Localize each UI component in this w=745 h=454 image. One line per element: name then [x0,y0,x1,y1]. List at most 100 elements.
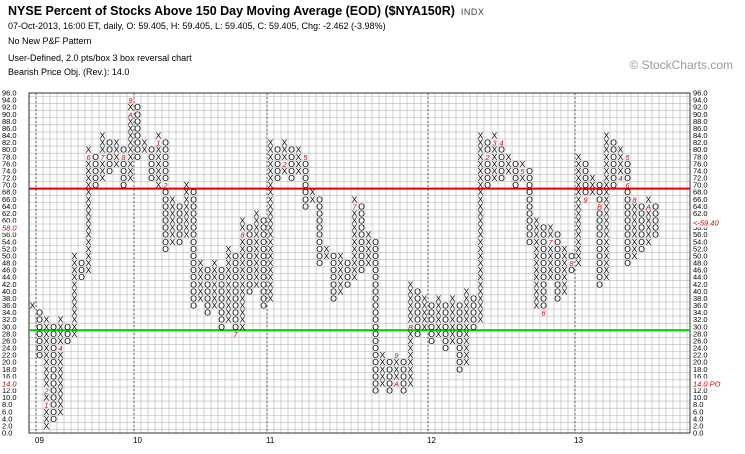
pnf-o-box: O [428,315,435,325]
pnf-x-box: X [44,343,50,353]
y-tick-label-right: 48.0 [693,259,708,268]
pnf-x-box: X [240,308,246,318]
pnf-x-box: X [44,371,50,381]
pnf-o-box: O [526,223,533,233]
pnf-o-box: O [36,315,43,325]
pnf-x-box: X [408,343,414,353]
pnf-o-box: O [148,145,155,155]
pnf-o-box: O [92,180,99,190]
y-tick-label-right: 4.0 [693,414,703,423]
pnf-o-box: O [652,230,659,240]
pnf-o-box: O [176,201,183,211]
y-tick-label-left: 84.0 [2,131,17,140]
pnf-x-box: X [338,272,344,282]
pnf-o-box: O [218,293,225,303]
pnf-x-box: X [58,315,64,325]
pnf-o-box: O [470,301,477,311]
pnf-x-box: X [366,244,372,254]
pnf-x-box: X [478,265,484,275]
y-tick-label-left: 18.0 [2,365,17,374]
pnf-x-box: X [128,152,134,162]
pnf-o-box: O [540,265,547,275]
pnf-x-box: X [352,258,358,268]
pnf-x-box: X [604,166,610,176]
pnf-o-box: O [190,279,197,289]
pnf-x-box: X [282,166,288,176]
pnf-x-box: X [268,251,274,261]
y-tick-label-left: 60.0 [2,216,17,225]
price-label-left: 14.0 [2,379,17,388]
pnf-x-box: X [338,265,344,275]
pnf-x-box: X [86,159,92,169]
pnf-x-box: X [604,187,610,197]
pnf-x-box: X [72,315,78,325]
pnf-o-box: O [372,258,379,268]
pnf-x-box: X [408,279,414,289]
pnf-o-box: O [190,272,197,282]
pnf-x-box: X [100,166,106,176]
pnf-x-box: X [268,230,274,240]
pnf-o-box: O [540,279,547,289]
pnf-o-box: O [624,216,631,226]
pnf-o-box: O [218,265,225,275]
pnf-o-box: O [372,336,379,346]
pnf-x-box: X [268,293,274,303]
y-tick-label-right: 44.0 [693,273,708,282]
chart-title-text: NYSE Percent of Stocks Above 150 Day Mov… [8,4,455,18]
pnf-o-box: O [596,279,603,289]
pnf-o-box: O [498,159,505,169]
pnf-o-box: O [162,244,169,254]
pnf-o-box: O [442,315,449,325]
pnf-o-box: O [456,336,463,346]
pnf-o-box: O [288,173,295,183]
pnf-o-box: O [134,109,141,119]
pnf-x-box: X [520,173,526,183]
pnf-x-box: X [646,237,652,247]
pnf-x-box: X [492,159,498,169]
pnf-x-box: X [184,216,190,226]
y-tick-label-right: 90.0 [693,110,708,119]
pnf-o-box: O [428,336,435,346]
pnf-x-box: X [492,166,498,176]
pnf-x-box: X [86,194,92,204]
price-label-bg [0,222,26,233]
year-label: 09 [35,436,44,445]
y-tick-label-left: 42.0 [2,280,17,289]
pnf-o-box: O [596,187,603,197]
month-marker: 7 [352,202,357,211]
pnf-o-box: O [624,208,631,218]
pnf-o-box: O [148,152,155,162]
pnf-o-box: O [652,208,659,218]
pnf-x-box: X [240,279,246,289]
pnf-o-box: O [330,258,337,268]
month-marker: 2 [281,160,287,169]
pnf-o-box: O [92,166,99,176]
pnf-o-box: O [92,173,99,183]
pnf-x-box: X [352,230,358,240]
month-marker: 1 [44,401,48,410]
pnf-x-box: X [604,223,610,233]
month-marker: A [127,110,133,119]
month-marker: 9 [394,351,399,360]
pnf-x-box: X [590,180,596,190]
month-marker: 7 [548,238,553,247]
y-tick-label-right: 6.0 [693,407,703,416]
pnf-o-box: O [498,166,505,176]
pnf-x-box: X [156,152,162,162]
pnf-x-box: X [170,194,176,204]
y-tick-label-right: 72.0 [693,174,708,183]
pnf-o-box: O [302,166,309,176]
y-tick-label-right: 84.0 [693,131,708,140]
y-tick-label-left: 76.0 [2,159,17,168]
pnf-o-box: O [442,322,449,332]
pnf-x-box: X [324,251,330,261]
pnf-o-box: O [624,166,631,176]
pnf-x-box: X [618,145,624,155]
pnf-x-box: X [548,251,554,261]
pnf-o-box: O [162,201,169,211]
pnf-x-box: X [44,407,50,417]
pnf-x-box: X [240,244,246,254]
pnf-o-box: O [50,414,57,424]
pnf-x-box: X [632,237,638,247]
pnf-x-box: X [576,180,582,190]
